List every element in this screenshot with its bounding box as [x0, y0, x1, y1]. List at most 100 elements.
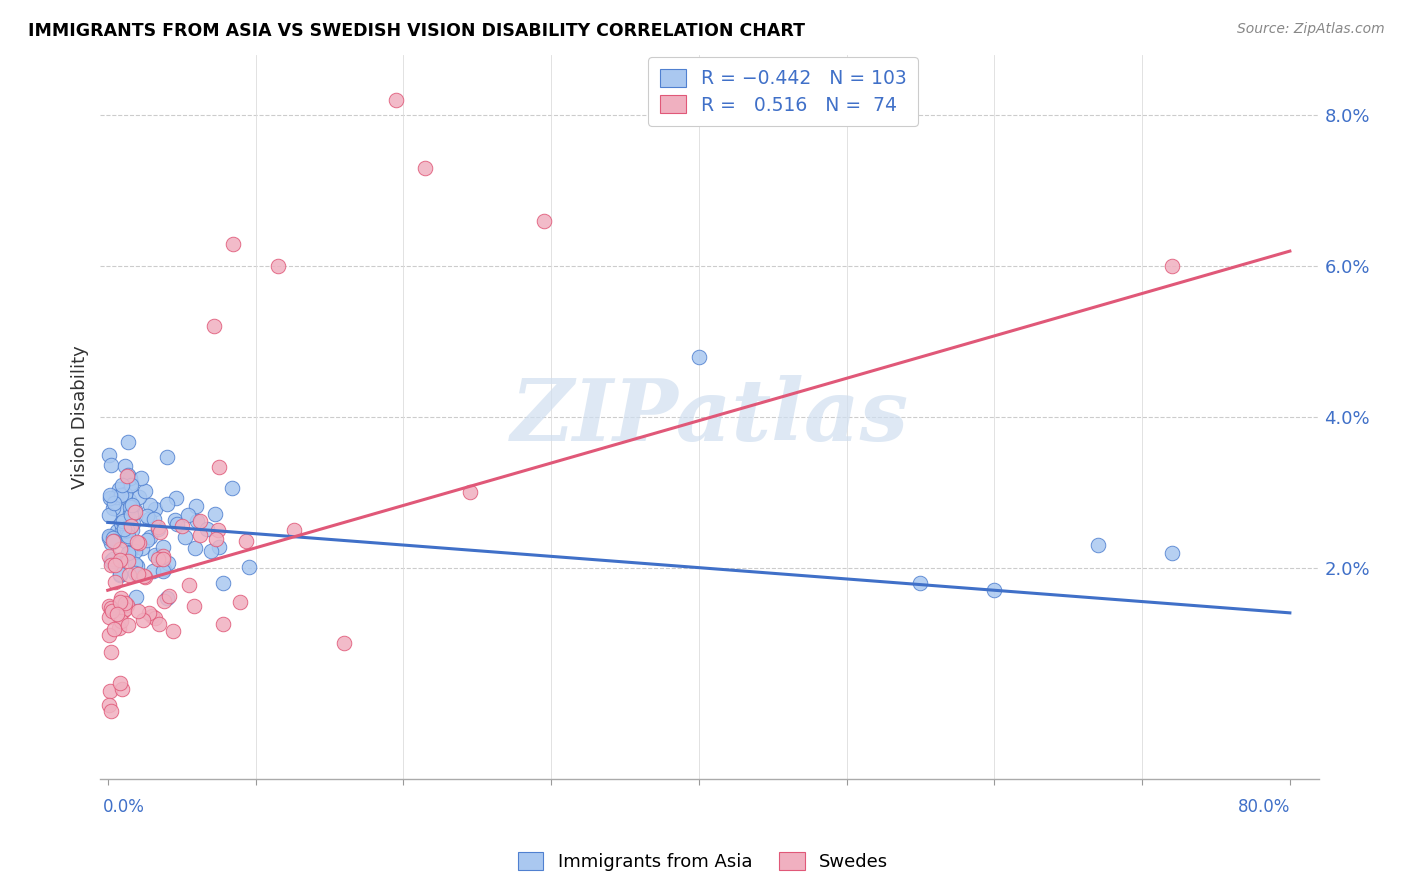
- Point: [184, 541, 207, 555]
- Point: [112, 514, 135, 528]
- Point: [124, 557, 146, 571]
- Point: [152, 552, 174, 566]
- Point: [157, 589, 180, 603]
- Point: [124, 544, 146, 558]
- Point: [110, 591, 132, 605]
- Point: [156, 497, 179, 511]
- Point: [98, 599, 121, 614]
- Point: [100, 704, 122, 718]
- Point: [117, 545, 139, 559]
- Point: [186, 514, 208, 528]
- Point: [117, 523, 139, 537]
- Point: [138, 606, 160, 620]
- Point: [229, 595, 252, 609]
- Point: [124, 505, 146, 519]
- Point: [108, 482, 131, 496]
- Point: [110, 488, 132, 502]
- Point: [105, 490, 128, 504]
- Point: [118, 500, 141, 515]
- Point: [117, 618, 139, 632]
- Point: [173, 530, 195, 544]
- Point: [533, 214, 555, 228]
- Point: [221, 481, 243, 495]
- Point: [120, 478, 142, 492]
- Point: [127, 567, 149, 582]
- Point: [136, 509, 159, 524]
- Point: [127, 558, 149, 573]
- Point: [120, 519, 142, 533]
- Point: [128, 490, 150, 504]
- Point: [143, 548, 166, 562]
- Point: [103, 495, 125, 509]
- Point: [124, 566, 146, 580]
- Point: [125, 590, 148, 604]
- Point: [103, 533, 125, 548]
- Point: [122, 506, 145, 520]
- Point: [100, 684, 122, 698]
- Point: [186, 500, 208, 514]
- Point: [124, 503, 146, 517]
- Point: [117, 467, 139, 482]
- Point: [98, 448, 121, 462]
- Point: [110, 595, 132, 609]
- Point: [129, 471, 152, 485]
- Legend: R = −0.442   N = 103, R =   0.516   N =  74: R = −0.442 N = 103, R = 0.516 N = 74: [648, 57, 918, 126]
- Point: [105, 607, 128, 621]
- Point: [117, 469, 139, 483]
- Point: [108, 553, 131, 567]
- Point: [208, 459, 231, 474]
- Point: [134, 484, 156, 499]
- Point: [177, 508, 200, 522]
- Point: [110, 541, 132, 556]
- Point: [114, 527, 136, 541]
- Point: [195, 522, 218, 536]
- Point: [152, 540, 174, 554]
- Point: [1160, 259, 1182, 273]
- Point: [333, 636, 356, 650]
- Point: [120, 508, 142, 522]
- Point: [108, 675, 131, 690]
- Point: [266, 259, 288, 273]
- Point: [150, 551, 173, 566]
- Point: [107, 552, 129, 566]
- Point: [117, 435, 139, 450]
- Point: [152, 549, 174, 564]
- Point: [149, 524, 172, 539]
- Point: [114, 533, 136, 548]
- Point: [120, 476, 142, 491]
- Point: [143, 512, 166, 526]
- Point: [143, 610, 166, 624]
- Point: [188, 528, 211, 542]
- Point: [153, 594, 176, 608]
- Y-axis label: Vision Disability: Vision Disability: [72, 345, 89, 489]
- Text: 80.0%: 80.0%: [1237, 797, 1289, 815]
- Point: [177, 578, 200, 592]
- Text: Source: ZipAtlas.com: Source: ZipAtlas.com: [1237, 22, 1385, 37]
- Text: IMMIGRANTS FROM ASIA VS SWEDISH VISION DISABILITY CORRELATION CHART: IMMIGRANTS FROM ASIA VS SWEDISH VISION D…: [28, 22, 806, 40]
- Point: [121, 536, 143, 550]
- Point: [207, 540, 229, 554]
- Point: [152, 564, 174, 578]
- Point: [146, 522, 169, 536]
- Point: [166, 516, 188, 531]
- Point: [139, 530, 162, 544]
- Point: [132, 569, 155, 583]
- Point: [101, 534, 124, 549]
- Point: [235, 533, 257, 548]
- Point: [205, 532, 228, 546]
- Point: [142, 565, 165, 579]
- Point: [163, 513, 186, 527]
- Point: [100, 600, 122, 615]
- Point: [415, 161, 437, 176]
- Point: [115, 598, 138, 612]
- Point: [204, 507, 226, 521]
- Point: [212, 616, 235, 631]
- Point: [136, 533, 159, 547]
- Point: [101, 501, 124, 516]
- Point: [152, 561, 174, 575]
- Point: [101, 604, 124, 618]
- Point: [112, 522, 135, 536]
- Point: [105, 501, 128, 516]
- Point: [131, 541, 153, 556]
- Point: [121, 523, 143, 537]
